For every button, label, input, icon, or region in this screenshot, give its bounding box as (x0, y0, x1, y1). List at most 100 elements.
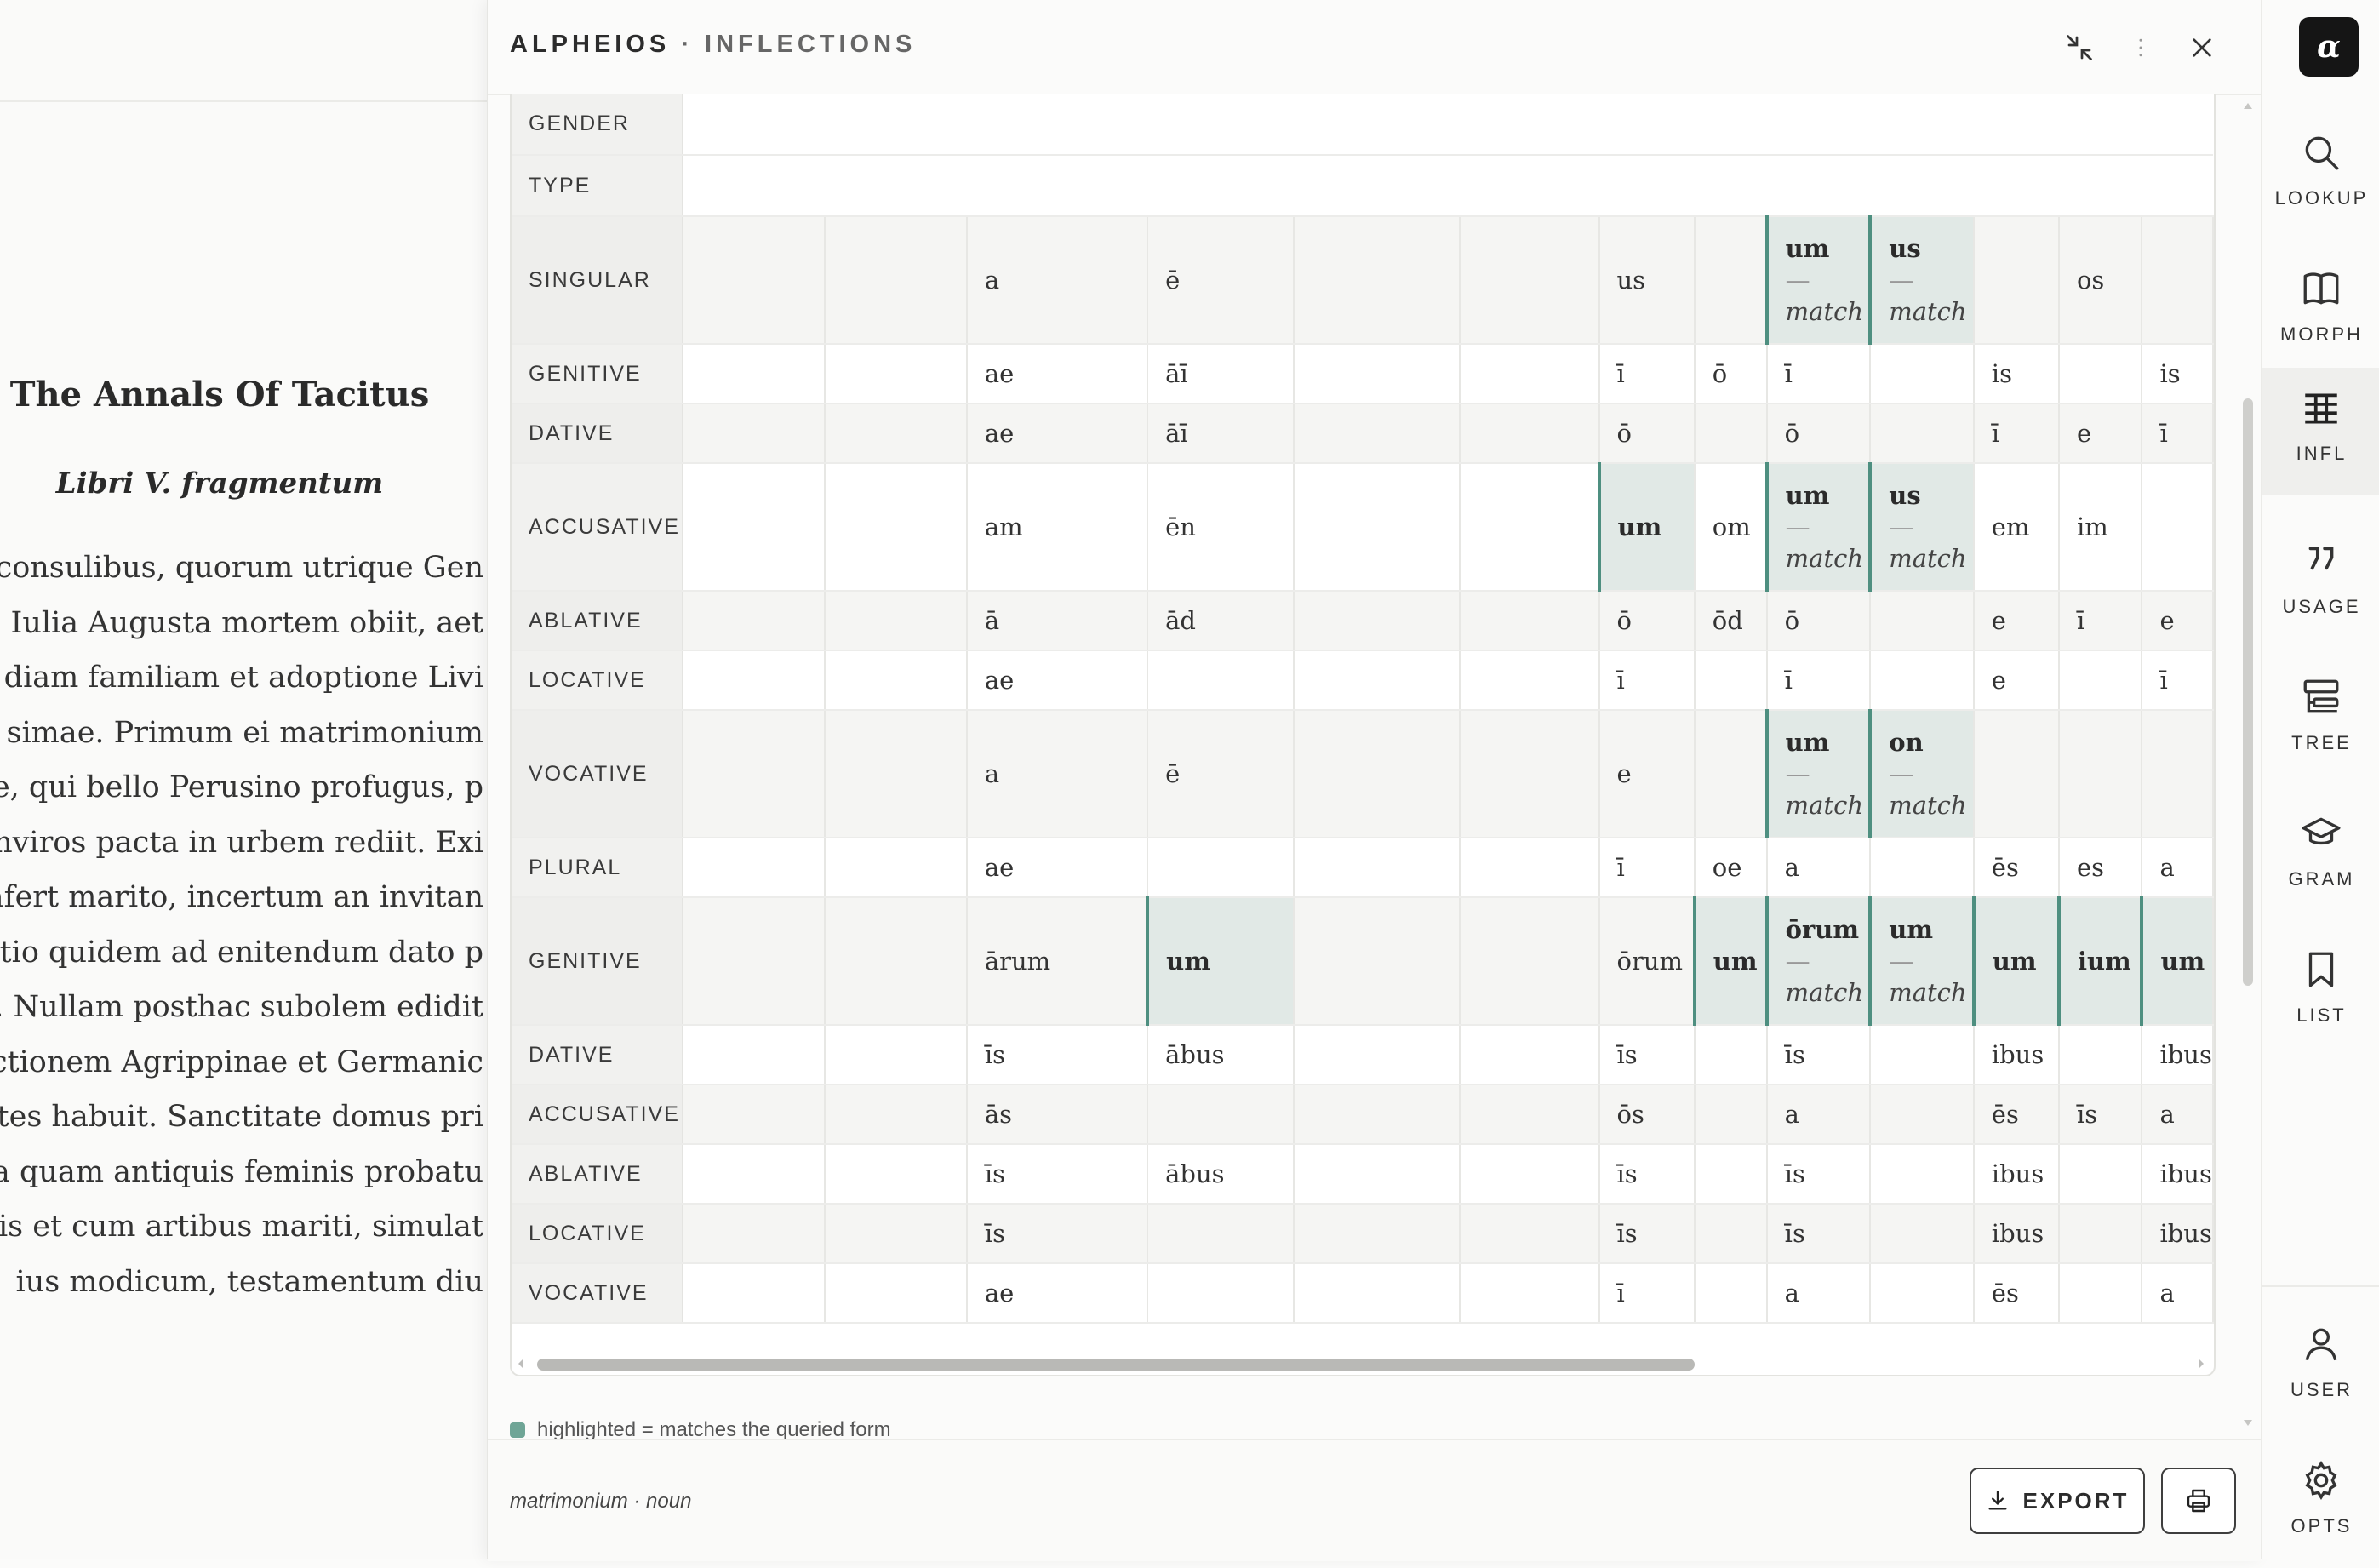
ending-cell[interactable]: ō (1694, 344, 1768, 404)
ending-cell[interactable] (1694, 1263, 1768, 1324)
ending-cell[interactable] (825, 1263, 968, 1324)
ending-cell[interactable] (1870, 1025, 1975, 1085)
matched-ending-cell[interactable]: us — match (1868, 463, 1975, 592)
ending-cell[interactable] (2058, 1144, 2143, 1205)
ending-cell[interactable] (1293, 403, 1461, 464)
ending-cell[interactable]: ō (1598, 591, 1696, 651)
reader-line[interactable]: . Nullam posthac subolem edidit (0, 990, 483, 1024)
ending-cell[interactable] (1459, 403, 1600, 464)
ending-cell[interactable] (1694, 1084, 1768, 1145)
ending-cell[interactable]: ī (1766, 650, 1872, 711)
ending-cell[interactable]: īs (966, 1144, 1149, 1205)
ending-cell[interactable] (1293, 463, 1461, 592)
ending-cell[interactable] (825, 897, 968, 1026)
ending-cell[interactable]: ābus (1147, 1025, 1295, 1085)
ending-cell[interactable]: ae (966, 650, 1149, 711)
ending-cell[interactable] (683, 1204, 826, 1264)
ending-cell[interactable]: ae (966, 838, 1149, 898)
ending-cell[interactable] (1459, 344, 1600, 404)
ending-cell[interactable] (1293, 1025, 1461, 1085)
ending-cell[interactable] (2142, 710, 2214, 838)
close-button[interactable] (2182, 27, 2222, 68)
reader-line[interactable]: otes habuit. Sanctitate domus pri (0, 1100, 483, 1134)
ending-cell[interactable]: ī (1598, 650, 1696, 711)
ending-cell[interactable] (1973, 216, 2060, 345)
ending-cell[interactable]: ī (1598, 838, 1696, 898)
ending-cell[interactable] (683, 463, 826, 592)
ending-cell[interactable]: ārum (966, 897, 1149, 1026)
ending-cell[interactable]: e (2058, 403, 2143, 464)
matched-ending-cell[interactable]: ōrum — match (1764, 897, 1872, 1026)
rail-item-list[interactable]: LIST (2262, 930, 2379, 1057)
ending-cell[interactable]: īs (966, 1025, 1149, 1085)
ending-cell[interactable]: ibus (1973, 1204, 2060, 1264)
ending-cell[interactable] (1459, 897, 1600, 1026)
ending-cell[interactable] (1293, 1204, 1461, 1264)
rail-item-usage[interactable]: USAGE (2262, 521, 2379, 649)
ending-cell[interactable]: īs (1598, 1025, 1696, 1085)
ending-cell[interactable]: e (1973, 591, 2060, 651)
ending-cell[interactable] (1293, 344, 1461, 404)
ending-cell[interactable] (1459, 1144, 1600, 1205)
horizontal-scrollbar[interactable] (510, 1349, 2212, 1375)
vertical-scrollbar[interactable] (2239, 100, 2256, 1428)
ending-cell[interactable]: ī (1766, 344, 1872, 404)
ending-cell[interactable]: a (966, 216, 1149, 345)
ending-cell[interactable]: īs (1766, 1144, 1872, 1205)
reader-line[interactable]: a quam antiquis feminis probatu (0, 1154, 483, 1189)
ending-cell[interactable] (1459, 650, 1600, 711)
scroll-up-icon[interactable] (2242, 100, 2254, 111)
ending-cell[interactable] (1293, 1084, 1461, 1145)
reader-line[interactable]: ctionem Agrippinae et Germanic (0, 1044, 483, 1079)
ending-cell[interactable]: ae (966, 344, 1149, 404)
ending-cell[interactable]: ī (2142, 650, 2214, 711)
ending-cell[interactable] (1293, 1144, 1461, 1205)
ending-cell[interactable]: e (1598, 710, 1696, 838)
ending-cell[interactable] (825, 1144, 968, 1205)
rail-item-gram[interactable]: GRAM (2262, 793, 2379, 921)
reader-line[interactable]: , Iulia Augusta mortem obiit, aet (0, 605, 483, 640)
ending-cell[interactable]: ō (1766, 403, 1872, 464)
ending-cell[interactable] (1694, 1204, 1768, 1264)
ending-cell[interactable]: ā (966, 591, 1149, 651)
ending-cell[interactable]: ī (1973, 403, 2060, 464)
ending-cell[interactable] (1147, 1263, 1295, 1324)
scroll-left-icon[interactable] (515, 1357, 527, 1371)
ending-cell[interactable] (1459, 838, 1600, 898)
ending-cell[interactable]: ō (1598, 403, 1696, 464)
ending-cell[interactable] (825, 1025, 968, 1085)
ending-cell[interactable] (1694, 403, 1768, 464)
ending-cell[interactable] (1293, 838, 1461, 898)
ending-cell[interactable] (1147, 650, 1295, 711)
ending-cell[interactable] (825, 344, 968, 404)
ending-cell[interactable] (1459, 463, 1600, 592)
ending-cell[interactable]: āī (1147, 403, 1295, 464)
ending-cell[interactable]: ē (1147, 710, 1295, 838)
ending-cell[interactable] (1870, 403, 1975, 464)
reader-line[interactable]: afert marito, incertum an invitan (0, 880, 483, 914)
ending-cell[interactable] (825, 650, 968, 711)
ending-cell[interactable]: ibus (1973, 1025, 2060, 1085)
ending-cell[interactable]: īs (1766, 1025, 1872, 1085)
ending-cell[interactable]: a (1766, 1263, 1872, 1324)
ending-cell[interactable]: a (2142, 1084, 2214, 1145)
ending-cell[interactable] (1870, 591, 1975, 651)
highlighted-ending-cell[interactable]: um (1597, 463, 1696, 592)
ending-cell[interactable]: ōrum (1598, 897, 1696, 1026)
ending-cell[interactable]: e (2142, 591, 2214, 651)
ending-cell[interactable]: īs (2058, 1084, 2143, 1145)
ending-cell[interactable]: am (966, 463, 1149, 592)
ending-cell[interactable] (1293, 591, 1461, 651)
ending-cell[interactable] (1459, 591, 1600, 651)
ending-cell[interactable]: ēs (1973, 1263, 2060, 1324)
reader-line[interactable]: e, qui bello Perusino profugus, p (0, 770, 483, 804)
ending-cell[interactable]: ibus (2142, 1025, 2214, 1085)
ending-cell[interactable] (2058, 650, 2143, 711)
scroll-right-icon[interactable] (2195, 1357, 2207, 1371)
ending-cell[interactable] (1459, 1025, 1600, 1085)
collapse-button[interactable] (2059, 27, 2100, 68)
matched-ending-cell[interactable]: um — match (1764, 463, 1872, 592)
ending-cell[interactable]: om (1694, 463, 1768, 592)
ending-cell[interactable] (1870, 838, 1975, 898)
vertical-scroll-thumb[interactable] (2243, 398, 2253, 986)
